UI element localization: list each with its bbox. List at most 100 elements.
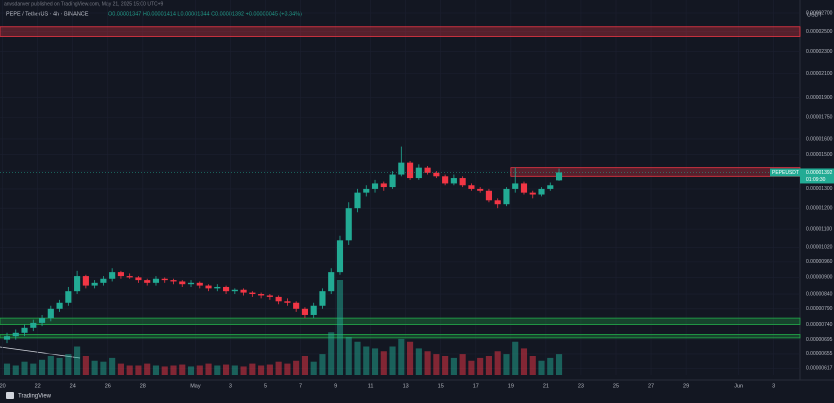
volume-bar <box>74 346 81 375</box>
candle-body <box>144 280 151 283</box>
candle-body <box>494 200 501 205</box>
candle-body <box>477 188 484 191</box>
candle-body <box>319 291 326 306</box>
volume-bar <box>109 357 116 375</box>
candle-body <box>336 240 344 273</box>
volume-bar <box>249 363 256 375</box>
y-tick-label: 0.00001600 <box>806 136 833 142</box>
x-tick-label: 3 <box>229 383 232 389</box>
candle-body <box>135 277 142 281</box>
y-tick-label: 0.00000790 <box>806 306 833 312</box>
x-tick-label: 20 <box>0 383 6 389</box>
volume-bar <box>21 361 28 375</box>
volume-bar <box>152 365 160 375</box>
candle-body <box>363 188 370 193</box>
volume-bar <box>196 365 203 375</box>
x-tick-label: 22 <box>35 383 41 389</box>
x-tick-label: 21 <box>543 383 549 389</box>
last-price-label: 0.00001392 <box>806 170 833 176</box>
volume-bar <box>345 337 352 375</box>
volume-bar <box>284 363 291 375</box>
volume-bar <box>205 363 212 375</box>
y-tick-label: 0.00000740 <box>806 322 833 328</box>
x-tick-label: 24 <box>70 383 76 389</box>
x-tick-label: 7 <box>299 383 302 389</box>
candle-body <box>91 282 98 286</box>
volume-bar <box>266 364 273 375</box>
volume-bar <box>485 356 493 375</box>
volume-bar <box>126 365 133 375</box>
candle-body <box>424 167 431 173</box>
volume-bar <box>275 361 282 375</box>
volume-bar <box>91 360 98 375</box>
chart-title: PEPE / TetherUS · 4h · BINANCE <box>6 11 89 17</box>
candle-body <box>485 190 493 201</box>
y-tick-label: 0.00001100 <box>806 226 832 232</box>
currency: USDT <box>807 12 823 18</box>
volume-bar <box>38 359 46 375</box>
volume-bar <box>450 357 457 375</box>
candle-body <box>3 336 11 340</box>
candle-body <box>30 322 37 328</box>
y-tick-label: 0.00002500 <box>806 29 833 35</box>
candle-body <box>56 302 63 309</box>
volume-bar <box>371 348 379 375</box>
volume-bar <box>380 351 387 375</box>
candle-body <box>12 332 19 337</box>
x-tick-label: 27 <box>648 383 654 389</box>
volume-bar <box>12 365 19 375</box>
volume-bar <box>170 365 177 375</box>
volume-bar <box>214 365 221 375</box>
candle-body <box>380 183 387 188</box>
volume-bar <box>258 365 265 375</box>
volume-bar <box>47 356 54 375</box>
volume-bar <box>433 354 440 375</box>
volume-bar <box>3 363 11 375</box>
candle-body <box>275 296 282 302</box>
volume-bar <box>398 338 405 375</box>
candle-body <box>249 292 256 295</box>
volume-bar <box>512 341 519 375</box>
candle-body <box>468 185 475 189</box>
volume-bar <box>407 341 414 375</box>
x-tick-label: 17 <box>473 383 479 389</box>
y-tick-label: 0.00001750 <box>806 115 833 121</box>
symbol: PEPEUSDT <box>772 170 799 176</box>
candle-body <box>354 192 361 209</box>
candle-body <box>126 276 133 278</box>
candle-body <box>170 280 177 282</box>
volume-bar <box>547 357 554 375</box>
volume-bar <box>135 365 142 375</box>
candle-body <box>293 302 300 309</box>
y-tick-label: 0.00000840 <box>806 291 833 297</box>
candle-body <box>459 178 466 186</box>
zone <box>0 26 801 37</box>
y-tick-label: 0.00000617 <box>806 366 833 372</box>
volume-bar <box>336 280 344 375</box>
y-tick-label: 0.00001500 <box>806 152 833 158</box>
volume-bar <box>424 351 431 375</box>
candle-body <box>398 162 405 175</box>
volume-bar <box>555 354 563 375</box>
candle-body <box>529 192 536 195</box>
candle-body <box>187 282 195 285</box>
volume-bar <box>468 360 475 375</box>
price-tag <box>800 168 834 184</box>
volume-bar <box>328 332 335 375</box>
candle-body <box>538 188 545 195</box>
y-tick-label: 0.00000695 <box>806 337 833 343</box>
x-tick-label: 29 <box>683 383 689 389</box>
volume-bar <box>179 364 186 375</box>
x-tick-label: 25 <box>613 383 619 389</box>
y-tick-label: 0.00001900 <box>806 95 833 101</box>
y-tick-label: 0.00002100 <box>806 71 833 77</box>
candle-body <box>100 278 107 283</box>
x-tick-label: 15 <box>438 383 444 389</box>
logo <box>6 392 14 399</box>
x-tick-label: May <box>190 383 201 389</box>
y-tick-label: 0.00000960 <box>806 259 833 265</box>
candle-body <box>328 272 335 292</box>
volume-bar <box>240 366 247 375</box>
candle-body <box>21 327 28 333</box>
candle-body <box>161 278 168 281</box>
